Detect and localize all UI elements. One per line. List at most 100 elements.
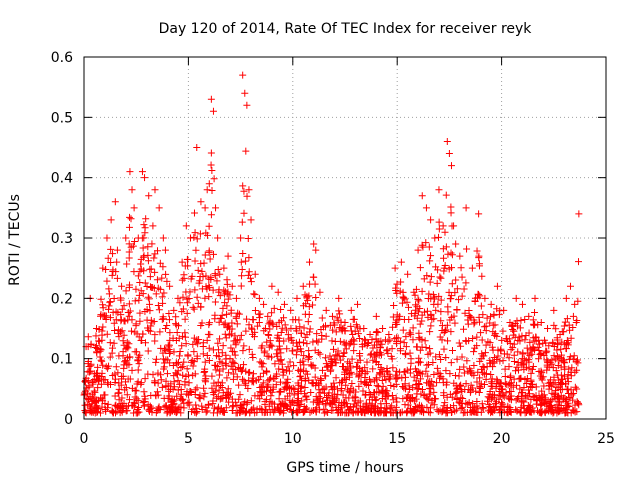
data-point <box>435 225 443 233</box>
data-point <box>200 368 208 376</box>
data-point <box>140 252 148 260</box>
data-point <box>437 355 445 363</box>
data-point <box>154 302 162 310</box>
data-point <box>198 267 206 275</box>
data-point <box>445 265 453 273</box>
data-point <box>123 338 131 346</box>
data-point <box>452 240 460 248</box>
data-point <box>434 369 442 377</box>
data-point <box>571 383 579 391</box>
data-point <box>265 352 273 360</box>
data-point <box>216 395 224 403</box>
data-point <box>447 328 455 336</box>
data-point <box>437 274 445 282</box>
data-point <box>381 395 389 403</box>
data-point <box>296 400 304 408</box>
data-point <box>418 311 426 319</box>
data-point <box>153 388 161 396</box>
data-point <box>426 345 434 353</box>
data-point <box>457 264 465 272</box>
data-point <box>222 394 230 402</box>
data-point <box>243 315 251 323</box>
data-point <box>392 320 400 328</box>
data-point <box>361 335 369 343</box>
data-point <box>300 352 308 360</box>
data-point <box>151 331 159 339</box>
data-point <box>134 408 142 416</box>
data-point <box>89 408 97 416</box>
data-point <box>192 401 200 409</box>
data-point <box>554 371 562 379</box>
data-point <box>93 325 101 332</box>
data-point <box>355 373 363 381</box>
data-point <box>112 308 120 316</box>
data-point <box>295 338 303 346</box>
data-point <box>124 309 132 317</box>
data-point <box>224 295 232 303</box>
data-point <box>516 337 524 345</box>
data-point <box>567 282 575 290</box>
data-point <box>430 371 438 379</box>
data-point <box>277 305 285 313</box>
data-point <box>229 402 237 410</box>
data-point <box>270 400 278 408</box>
data-point <box>255 310 263 318</box>
data-point <box>88 400 96 408</box>
data-point <box>165 316 173 324</box>
data-point <box>299 339 307 347</box>
data-point <box>482 341 490 349</box>
data-point <box>91 403 99 411</box>
data-point <box>455 339 463 347</box>
data-point <box>274 288 282 296</box>
data-point <box>548 396 556 404</box>
data-point <box>265 320 273 328</box>
data-point <box>170 306 178 314</box>
data-point <box>370 389 378 397</box>
data-point <box>435 351 443 359</box>
data-point <box>172 320 180 328</box>
data-point <box>550 306 558 314</box>
data-point <box>141 229 149 237</box>
data-point <box>525 312 533 320</box>
data-point <box>276 408 284 416</box>
data-point <box>497 379 505 387</box>
data-point <box>200 259 208 267</box>
data-point <box>335 307 343 315</box>
data-point <box>437 296 445 304</box>
data-point <box>537 401 545 409</box>
data-point <box>238 218 246 226</box>
data-point <box>471 344 479 352</box>
data-point <box>318 335 326 343</box>
data-point <box>553 352 561 360</box>
data-point <box>455 296 463 304</box>
data-point <box>146 283 154 291</box>
data-point <box>125 240 133 248</box>
data-point <box>246 274 254 282</box>
data-point <box>563 403 571 411</box>
data-point <box>256 358 264 366</box>
data-point <box>240 361 248 369</box>
data-point <box>187 275 195 283</box>
data-point <box>527 369 535 377</box>
data-point <box>149 222 157 230</box>
data-point <box>277 349 285 357</box>
data-point <box>550 321 558 329</box>
data-point <box>529 362 537 370</box>
data-point <box>356 356 364 364</box>
data-point <box>126 281 134 289</box>
data-point <box>330 319 338 327</box>
data-point <box>392 394 400 402</box>
data-point <box>198 405 206 413</box>
data-point <box>135 291 143 299</box>
data-point <box>373 382 381 390</box>
data-point <box>493 377 501 385</box>
data-point <box>153 276 161 284</box>
x-tick-label: 5 <box>184 431 193 447</box>
data-point <box>316 350 324 358</box>
data-point <box>162 347 170 355</box>
data-point <box>137 337 145 345</box>
data-point <box>94 396 102 404</box>
data-point <box>281 321 289 329</box>
data-point <box>151 337 159 345</box>
data-point <box>125 300 133 308</box>
